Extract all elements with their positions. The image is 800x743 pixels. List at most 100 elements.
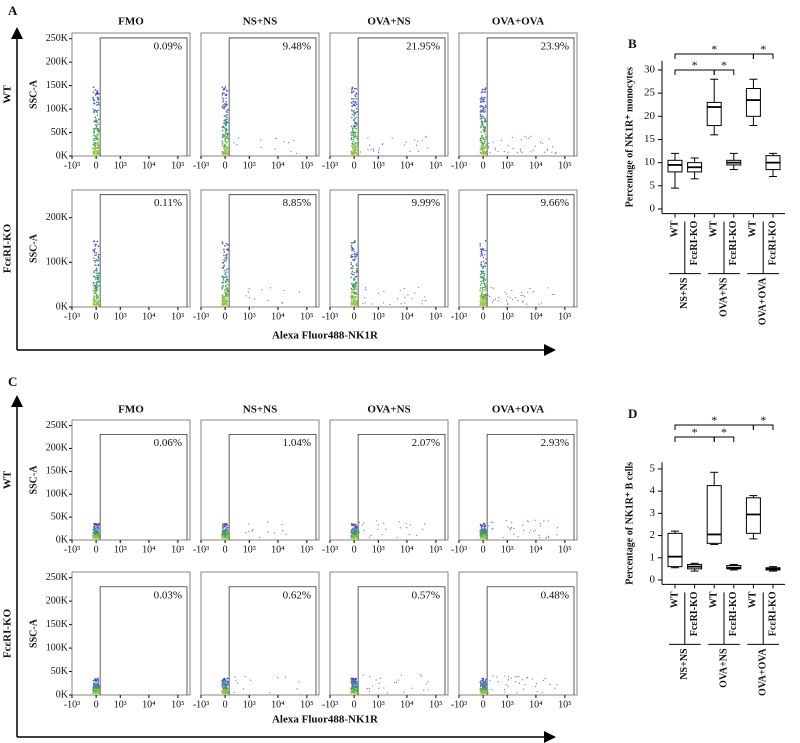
event-dot xyxy=(351,532,354,535)
event-dot xyxy=(353,253,356,255)
event-dot xyxy=(350,101,353,104)
event-dot xyxy=(224,536,227,539)
event-dot xyxy=(425,135,427,137)
event-dot xyxy=(94,146,96,148)
column-header: NS+NS xyxy=(243,404,277,416)
event-dot xyxy=(96,537,99,539)
event-dot xyxy=(483,293,485,296)
column-header: OVA+NS xyxy=(367,404,410,416)
event-dot xyxy=(245,295,247,297)
event-dot xyxy=(225,132,227,135)
event-dot xyxy=(481,533,484,536)
event-dot xyxy=(427,147,429,149)
event-dot xyxy=(97,98,100,101)
event-dot xyxy=(98,522,100,525)
x-tick-label: 10³ xyxy=(501,160,514,171)
event-dot xyxy=(221,303,223,305)
event-dot xyxy=(226,135,229,137)
event-dot xyxy=(225,292,228,294)
event-dot xyxy=(222,261,225,264)
event-dot xyxy=(92,144,95,146)
event-dot xyxy=(484,136,487,139)
event-dot xyxy=(221,150,224,153)
event-dot xyxy=(404,144,406,146)
event-dot xyxy=(534,529,536,531)
event-dot xyxy=(97,128,99,131)
event-dot xyxy=(479,680,482,682)
event-dot xyxy=(95,534,98,536)
x-tick-label: 0 xyxy=(223,160,228,171)
event-dot xyxy=(93,526,95,529)
y-axis-title: SSC-A xyxy=(28,79,39,109)
event-dot xyxy=(520,139,522,141)
event-dot xyxy=(511,137,513,139)
event-dot xyxy=(96,121,99,124)
event-dot xyxy=(226,283,228,286)
event-dot xyxy=(92,685,95,687)
event-dot xyxy=(94,135,97,138)
event-dot xyxy=(97,684,100,687)
gate xyxy=(486,194,575,307)
event-dot xyxy=(92,91,95,94)
event-dot xyxy=(96,691,99,694)
event-dot xyxy=(480,535,483,537)
event-dot xyxy=(226,524,229,527)
event-dot xyxy=(424,296,426,298)
event-dot xyxy=(480,126,482,129)
event-dot xyxy=(350,109,353,112)
event-dot xyxy=(518,675,520,677)
event-dot xyxy=(355,678,358,680)
event-dot xyxy=(222,689,225,692)
event-dot xyxy=(225,532,227,534)
y-tick-label: 200K xyxy=(46,212,69,223)
event-dot xyxy=(96,687,99,689)
x-tick-label: 10⁵ xyxy=(558,544,572,555)
y-tick-label: 25 xyxy=(644,87,656,99)
event-dot xyxy=(479,681,482,684)
x-tick-label: 0 xyxy=(352,311,357,322)
event-dot xyxy=(353,273,355,276)
event-dot xyxy=(356,275,358,278)
x-tick-label: -10³ xyxy=(322,311,338,322)
event-dot xyxy=(95,680,98,683)
event-dot xyxy=(97,141,100,144)
event-dot xyxy=(98,147,100,150)
event-dot xyxy=(479,110,482,113)
significance-star: * xyxy=(692,425,698,439)
event-dot xyxy=(354,291,356,294)
event-dot xyxy=(350,267,352,269)
event-dot xyxy=(407,294,409,296)
event-dot xyxy=(97,257,100,259)
event-dot xyxy=(225,254,227,257)
event-dot xyxy=(368,536,371,538)
event-dot xyxy=(236,144,238,146)
event-dot xyxy=(225,149,227,152)
event-dot xyxy=(93,528,95,530)
event-dot xyxy=(96,114,99,116)
event-dot xyxy=(483,148,486,150)
event-dot xyxy=(352,284,354,286)
event-dot xyxy=(504,691,506,693)
event-dot xyxy=(355,255,357,257)
event-dot xyxy=(351,131,353,134)
event-dot xyxy=(350,138,353,141)
y-tick-label: 50K xyxy=(51,666,69,677)
event-dot xyxy=(96,240,99,243)
x-tick-label: 0 xyxy=(223,311,228,322)
box xyxy=(667,159,683,173)
event-dot xyxy=(237,137,240,139)
event-dot xyxy=(93,533,95,536)
event-dot xyxy=(227,300,229,303)
event-dot xyxy=(350,244,353,247)
event-dot xyxy=(479,273,482,276)
event-dot xyxy=(351,113,354,116)
event-dot xyxy=(359,151,362,153)
event-dot xyxy=(353,523,355,525)
event-dot xyxy=(481,290,484,293)
event-dot xyxy=(94,682,96,685)
significance-star: * xyxy=(692,58,698,72)
event-dot xyxy=(352,119,355,121)
event-dot xyxy=(351,129,354,131)
event-dot xyxy=(355,127,357,130)
event-dot xyxy=(481,134,483,137)
